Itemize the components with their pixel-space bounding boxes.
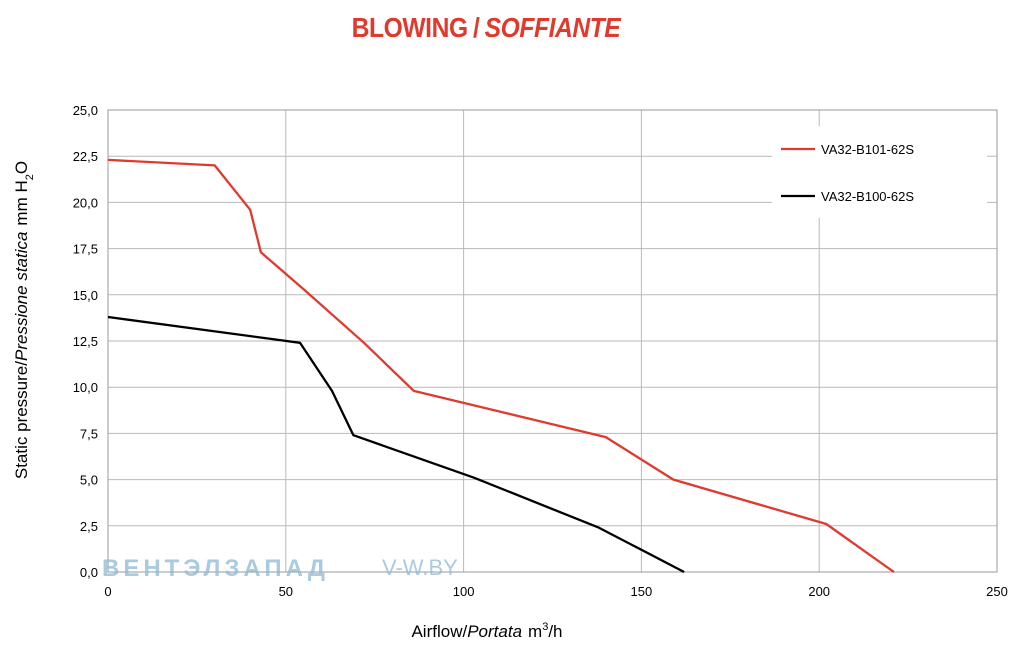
title-separator: / bbox=[472, 12, 480, 43]
title-main: BLOWING bbox=[351, 12, 468, 43]
x-axis-unit-prefix: m bbox=[528, 622, 542, 641]
y-tick-label: 5,0 bbox=[80, 473, 98, 488]
legend-background bbox=[772, 126, 987, 218]
y-tick-label: 17,5 bbox=[73, 242, 98, 257]
x-axis-label: Airflow/Portata m3/h bbox=[411, 621, 562, 641]
watermark-url: V-W.BY bbox=[382, 555, 458, 580]
x-axis-unit-sup: 3 bbox=[542, 621, 548, 633]
legend: VA32-B101-62S VA32-B100-62S bbox=[772, 126, 987, 218]
x-tick-label: 250 bbox=[986, 584, 1008, 599]
y-axis-label-separator: / bbox=[12, 361, 31, 366]
x-axis-label-italic: Portata bbox=[467, 622, 522, 641]
legend-label-2: VA32-B100-62S bbox=[821, 189, 914, 204]
y-axis-label: Static pressure/Pressione statica mm H2O bbox=[12, 161, 36, 479]
x-tick-label: 0 bbox=[104, 584, 111, 599]
y-axis-unit-prefix: mm H bbox=[12, 180, 31, 225]
watermark-part1: ВЕНТЭЛЗАПАД bbox=[102, 555, 329, 582]
legend-label-1: VA32-B101-62S bbox=[821, 142, 914, 157]
y-tick-label: 7,5 bbox=[80, 426, 98, 441]
y-axis-label-italic: Pressione statica bbox=[12, 232, 31, 361]
x-tick-label: 50 bbox=[279, 584, 293, 599]
y-tick-label: 25,0 bbox=[73, 103, 98, 118]
y-tick-label: 22,5 bbox=[73, 149, 98, 164]
x-tick-label: 200 bbox=[808, 584, 830, 599]
x-axis-unit-suffix: /h bbox=[548, 622, 562, 641]
y-tick-label: 15,0 bbox=[73, 288, 98, 303]
y-tick-label: 12,5 bbox=[73, 334, 98, 349]
y-tick-label: 20,0 bbox=[73, 195, 98, 210]
watermark: ВЕНТЭЛЗАПАД V-W.BY bbox=[102, 555, 458, 582]
series-line-1 bbox=[107, 158, 895, 573]
y-tick-label: 10,0 bbox=[73, 380, 98, 395]
title-italic: SOFFIANTE bbox=[484, 12, 621, 43]
series-line-2 bbox=[107, 315, 685, 574]
y-axis-unit-suffix: O bbox=[12, 161, 31, 174]
y-tick-labels: 0,0 2,5 5,0 7,5 10,0 12,5 15,0 17,5 20,0 22,5 25,0 bbox=[73, 103, 98, 580]
x-tick-label: 150 bbox=[631, 584, 653, 599]
x-axis-label-separator: / bbox=[462, 622, 467, 641]
plot-border bbox=[107, 109, 998, 573]
watermark-text: ВЕНТЭЛЗАПАД bbox=[102, 555, 329, 582]
x-axis-label-main: Airflow bbox=[411, 622, 463, 641]
x-tick-labels: 0 50 100 150 200 250 bbox=[104, 584, 1007, 599]
y-tick-label: 0,0 bbox=[80, 565, 98, 580]
y-axis-label-main: Static pressure bbox=[12, 366, 31, 479]
y-axis-unit-sub: 2 bbox=[24, 174, 36, 180]
y-tick-label: 2,5 bbox=[80, 519, 98, 534]
chart-title: BLOWING / SOFFIANTE bbox=[58, 12, 913, 44]
series-lines bbox=[107, 158, 895, 574]
x-tick-label: 100 bbox=[453, 584, 475, 599]
